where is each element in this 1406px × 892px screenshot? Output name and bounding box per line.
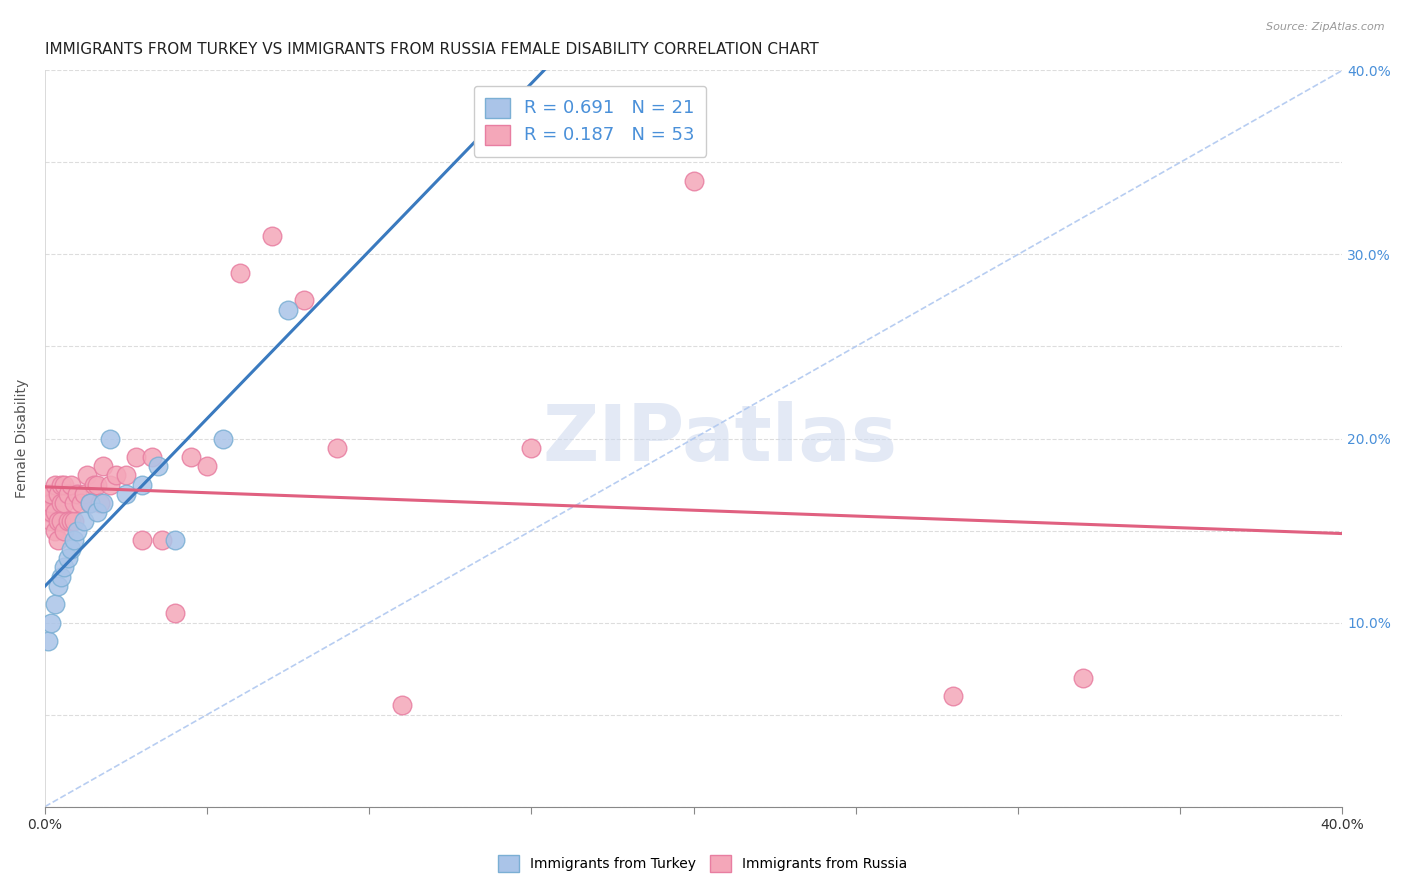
Legend: Immigrants from Turkey, Immigrants from Russia: Immigrants from Turkey, Immigrants from …: [494, 850, 912, 878]
Point: [131, 533, 153, 547]
Point: [115, 487, 138, 501]
Point: [195, 459, 218, 474]
Point: [131, 477, 153, 491]
Point: [141, 450, 163, 464]
Point: [51, 496, 73, 510]
Point: [73, 487, 96, 501]
Point: [56, 487, 79, 501]
Point: [682, 174, 704, 188]
Point: [163, 533, 186, 547]
Point: [163, 607, 186, 621]
Point: [63, 496, 86, 510]
Point: [53, 496, 76, 510]
Point: [37, 496, 59, 510]
Point: [56, 514, 79, 528]
Point: [83, 477, 105, 491]
Point: [41, 514, 63, 528]
Point: [63, 533, 86, 547]
Point: [46, 579, 69, 593]
Point: [44, 477, 66, 491]
Point: [56, 551, 79, 566]
Point: [277, 302, 299, 317]
Point: [37, 634, 59, 648]
Point: [41, 487, 63, 501]
Point: [51, 477, 73, 491]
Point: [53, 477, 76, 491]
Point: [98, 432, 121, 446]
Point: [51, 514, 73, 528]
Point: [86, 477, 108, 491]
Point: [66, 524, 89, 538]
Point: [46, 514, 69, 528]
Y-axis label: Female Disability: Female Disability: [15, 379, 30, 498]
Point: [53, 560, 76, 574]
Point: [44, 505, 66, 519]
Point: [228, 266, 250, 280]
Point: [391, 698, 413, 713]
Point: [41, 505, 63, 519]
Point: [37, 505, 59, 519]
Point: [98, 477, 121, 491]
Point: [942, 689, 965, 703]
Point: [89, 496, 111, 510]
Point: [260, 229, 283, 244]
Point: [59, 477, 82, 491]
Point: [46, 487, 69, 501]
Point: [125, 450, 148, 464]
Point: [326, 441, 349, 455]
Point: [115, 468, 138, 483]
Point: [59, 541, 82, 556]
Point: [44, 524, 66, 538]
Text: IMMIGRANTS FROM TURKEY VS IMMIGRANTS FROM RUSSIA FEMALE DISABILITY CORRELATION C: IMMIGRANTS FROM TURKEY VS IMMIGRANTS FRO…: [45, 42, 818, 57]
Point: [69, 496, 91, 510]
Point: [59, 514, 82, 528]
Point: [66, 487, 89, 501]
Point: [51, 569, 73, 583]
Point: [212, 432, 235, 446]
Point: [76, 468, 98, 483]
Point: [150, 533, 173, 547]
Text: Source: ZipAtlas.com: Source: ZipAtlas.com: [1267, 22, 1385, 32]
Point: [86, 505, 108, 519]
Point: [73, 514, 96, 528]
Point: [79, 496, 101, 510]
Point: [294, 293, 316, 308]
Point: [79, 496, 101, 510]
Point: [93, 496, 115, 510]
Point: [520, 441, 543, 455]
Point: [63, 514, 86, 528]
Point: [93, 459, 115, 474]
Point: [37, 487, 59, 501]
Point: [41, 615, 63, 630]
Point: [148, 459, 170, 474]
Point: [41, 496, 63, 510]
Legend: R = 0.691   N = 21, R = 0.187   N = 53: R = 0.691 N = 21, R = 0.187 N = 53: [474, 87, 706, 157]
Text: ZIPatlas: ZIPatlas: [543, 401, 897, 476]
Point: [44, 597, 66, 611]
Point: [53, 524, 76, 538]
Point: [46, 533, 69, 547]
Point: [105, 468, 128, 483]
Point: [1071, 671, 1094, 685]
Point: [180, 450, 202, 464]
